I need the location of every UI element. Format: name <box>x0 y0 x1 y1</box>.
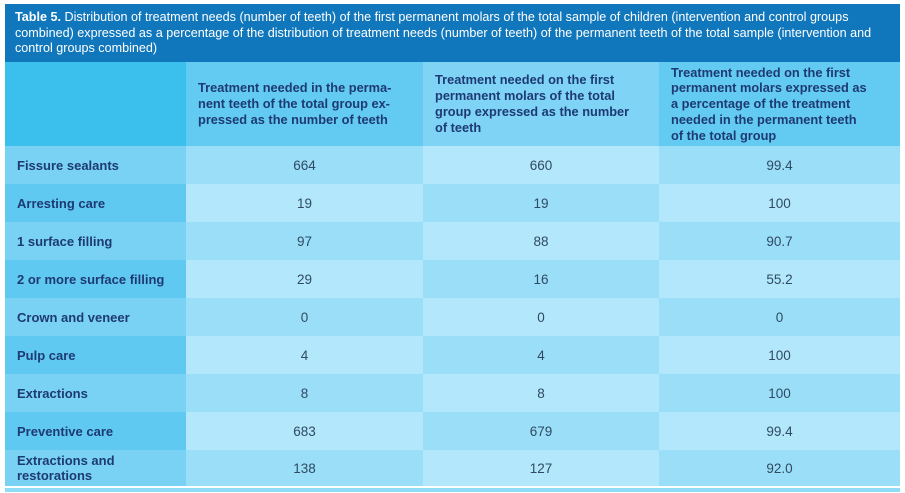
column-header-permanent-teeth: Treatment needed in the perma- nent teet… <box>186 62 423 146</box>
table-bottom-border <box>5 488 900 492</box>
cell-value: 100 <box>659 374 900 412</box>
cell-value: 55.2 <box>659 260 900 298</box>
cell-value: 683 <box>186 412 423 450</box>
cell-value: 0 <box>659 298 900 336</box>
cell-value: 100 <box>659 184 900 222</box>
cell-value: 97 <box>186 222 423 260</box>
cell-value: 127 <box>423 450 659 486</box>
row-label: Extractions and restorations <box>5 450 186 486</box>
cell-value: 29 <box>186 260 423 298</box>
cell-value: 138 <box>186 450 423 486</box>
cell-value: 679 <box>423 412 659 450</box>
cell-value: 664 <box>186 146 423 184</box>
row-label: Preventive care <box>5 412 186 450</box>
cell-value: 8 <box>423 374 659 412</box>
cell-value: 0 <box>186 298 423 336</box>
cell-value: 99.4 <box>659 412 900 450</box>
table-number-label: Table 5. <box>15 10 61 24</box>
cell-value: 4 <box>423 336 659 374</box>
column-header-first-molars: Treatment needed on the first permanent … <box>423 62 659 146</box>
cell-value: 88 <box>423 222 659 260</box>
cell-value: 19 <box>423 184 659 222</box>
header-corner-cell <box>5 62 186 146</box>
column-header-percentage: Treatment needed on the first permanent … <box>659 62 900 146</box>
cell-value: 0 <box>423 298 659 336</box>
row-label: Pulp care <box>5 336 186 374</box>
cell-value: 100 <box>659 336 900 374</box>
cell-value: 92.0 <box>659 450 900 486</box>
table-caption-text: Distribution of treatment needs (number … <box>15 10 872 56</box>
table-caption: Table 5. Distribution of treatment needs… <box>5 4 900 62</box>
row-label: Extractions <box>5 374 186 412</box>
cell-value: 4 <box>186 336 423 374</box>
cell-value: 8 <box>186 374 423 412</box>
row-label: Fissure sealants <box>5 146 186 184</box>
row-label: Crown and veneer <box>5 298 186 336</box>
cell-value: 90.7 <box>659 222 900 260</box>
row-label: 2 or more surface filling <box>5 260 186 298</box>
row-label: 1 surface filling <box>5 222 186 260</box>
cell-value: 16 <box>423 260 659 298</box>
row-label: Arresting care <box>5 184 186 222</box>
cell-value: 99.4 <box>659 146 900 184</box>
data-table: Treatment needed in the perma- nent teet… <box>5 62 900 486</box>
cell-value: 19 <box>186 184 423 222</box>
cell-value: 660 <box>423 146 659 184</box>
